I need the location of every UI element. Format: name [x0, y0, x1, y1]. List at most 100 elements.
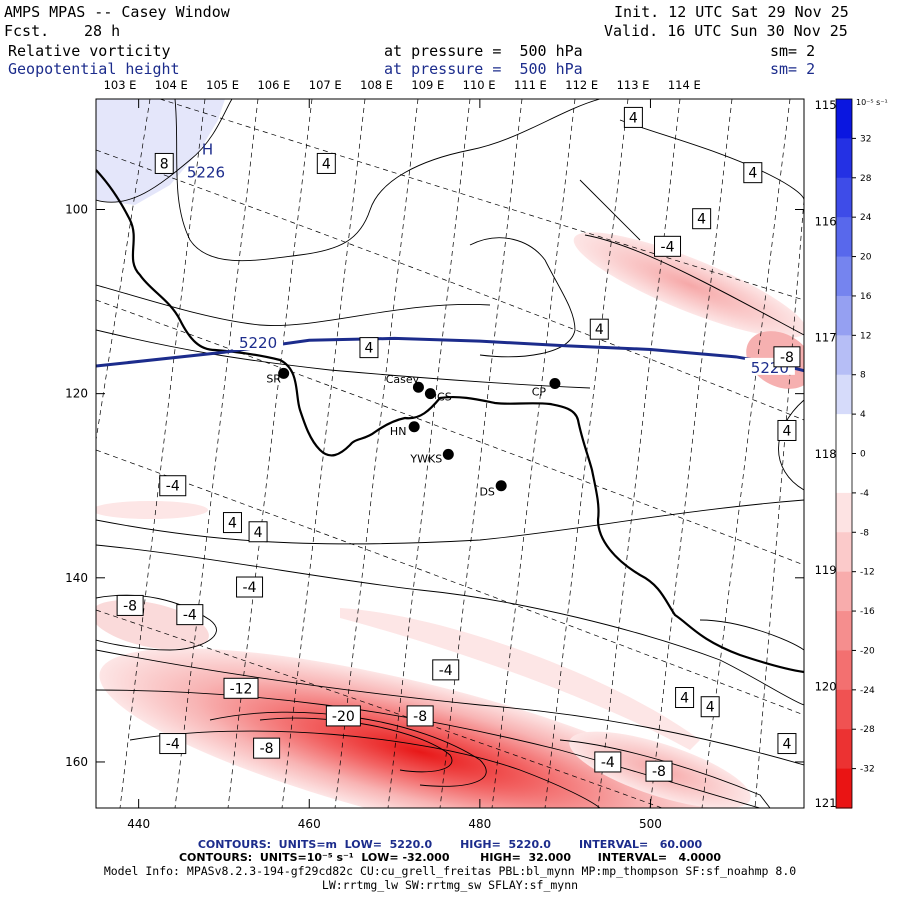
smoothing-height: sm= 2 — [770, 60, 816, 78]
colorbar-label: 8 — [860, 371, 866, 381]
contour-label-box — [743, 162, 763, 184]
colorbar-label: 4 — [860, 410, 866, 420]
y-tick-label: 140 — [65, 571, 88, 585]
colorbar-segment — [836, 414, 852, 455]
contour-label-text: -4 — [183, 608, 197, 624]
station-label: CS — [437, 391, 452, 404]
height-contour-5220 — [96, 336, 804, 373]
longitude-label: 109 E — [411, 78, 444, 92]
contour-label-text: 4 — [254, 525, 263, 541]
colorbar-label: 32 — [860, 134, 871, 144]
contour-label-text: 4 — [748, 166, 757, 182]
smoothing-vorticity: sm= 2 — [770, 42, 816, 60]
colorbar-segment — [836, 217, 852, 258]
contour-label-box — [159, 475, 187, 497]
contour-label: 4 — [777, 419, 797, 441]
contour-label-box — [223, 677, 259, 699]
negative-vorticity-area — [96, 501, 208, 519]
colorbar-segment — [836, 650, 852, 691]
height-label: 5220 — [239, 334, 277, 352]
contour-label: -4 — [159, 733, 187, 755]
vorticity-height-map: 103 E 104 E 105 E 106 E 107 E 108 E 109 E 110 E… — [65, 78, 888, 831]
contour-label-text: -20 — [332, 709, 355, 725]
height-label-bg — [233, 333, 284, 351]
contour-label-box — [432, 659, 460, 681]
station-label: Casey — [386, 373, 420, 386]
contour-label-box — [594, 751, 622, 773]
contour-label-box — [116, 594, 144, 616]
contour-label-text: -4 — [166, 737, 180, 753]
contour-label-text: -8 — [123, 598, 137, 614]
colorbar-segment — [836, 177, 852, 218]
contour-label: -8 — [253, 737, 281, 759]
longitude-label: 105 E — [206, 78, 239, 92]
longitude-label: 112 E — [565, 78, 598, 92]
high-center-mark: H — [202, 141, 213, 159]
contour-label-box — [645, 760, 673, 782]
y-tick-label: 100 — [65, 202, 88, 216]
contour-label: -4 — [176, 604, 204, 626]
contour-label-text: 4 — [595, 322, 604, 338]
station-dot — [278, 367, 290, 379]
colorbar-unit: 10⁻⁵ s⁻¹ — [856, 98, 888, 107]
colorbar-segment — [836, 256, 852, 297]
y-tick-label: 160 — [65, 755, 88, 769]
contour-label: 8 — [154, 152, 174, 174]
colorbar-segment — [836, 571, 852, 612]
forecast-hour: 28 h — [84, 22, 121, 40]
x-tick-label: 440 — [127, 817, 150, 831]
valid-time: Valid. 16 UTC Sun 30 Nov 25 — [604, 22, 848, 40]
colorbar-label: -32 — [860, 765, 875, 775]
station: YWKS — [409, 448, 454, 465]
contour-label: -8 — [406, 705, 434, 727]
colorbar-segment — [836, 138, 852, 179]
high-pressure-center: H 5226 — [187, 141, 225, 182]
contour-label: -4 — [236, 576, 264, 598]
contour-labels: 8 4 4 4 4 -4 4 4 -8 4 -4 4 4 -8 -4 -4 -4 -12 4 4 -20 -8 -4 -8 4 -… — [116, 106, 801, 782]
contour-label-text: -4 — [661, 239, 675, 255]
colorbar-segment — [836, 768, 852, 809]
contour-label-box — [222, 512, 242, 534]
field-vorticity: Relative vorticity — [8, 42, 171, 60]
contour-label-text: -8 — [780, 350, 794, 366]
x-tick-label: 460 — [298, 817, 321, 831]
height-contour-interval: INTERVAL= 60.000 — [578, 838, 703, 851]
contour-label-text: -4 — [166, 479, 180, 495]
station: Casey — [386, 373, 424, 393]
contour-label: 4 — [316, 152, 336, 174]
colorbar-segment — [836, 374, 852, 415]
contour-label: -4 — [159, 475, 187, 497]
colorbar: 32 28 24 20 16 12 8 4 0 -4 -8 -12 -16 -20 -24 -28 -32 10⁻… — [835, 98, 888, 809]
contour-label-box — [406, 705, 434, 727]
contour-label-box — [159, 733, 187, 755]
colorbar-label: -24 — [860, 686, 875, 696]
y-axis: 100 120 140 160 — [65, 202, 804, 769]
negative-vorticity-area — [99, 648, 741, 808]
colorbar-segment — [836, 729, 852, 770]
contour-label-box — [700, 696, 720, 718]
longitude-label: 103 E — [104, 78, 137, 92]
colorbar-segment — [836, 295, 852, 336]
coastline — [96, 169, 804, 674]
station-dot — [495, 480, 507, 492]
contour-label: 4 — [222, 512, 242, 534]
negative-vorticity-area — [340, 608, 700, 750]
height-contour-info: CONTOURS: UNITS=m LOW= 5220.0 HIGH= 5220… — [0, 838, 900, 851]
x-axis: 440 460 480 500 — [127, 99, 662, 831]
contour-label-text: 4 — [629, 110, 638, 126]
contour-label-text: 4 — [322, 156, 331, 172]
model-info: Model Info: MPASv8.2.3-194-gf29cd82c CU:… — [103, 864, 797, 878]
field-height: Geopotential height — [8, 60, 180, 78]
longitude-label: 108 E — [360, 78, 393, 92]
contour-label-text: -8 — [260, 741, 274, 757]
station-dot — [424, 388, 436, 400]
vorticity-contour-info: CONTOURS: UNITS=10⁻⁵ s⁻¹ LOW= -32.000 HI… — [0, 851, 900, 864]
vorticity-contour-text: CONTOURS: UNITS=10⁻⁵ s⁻¹ LOW= -32.000 HI… — [178, 851, 722, 864]
contour-label: -12 — [223, 677, 259, 699]
contour-label: -20 — [325, 705, 361, 727]
contour-label: 4 — [692, 208, 712, 230]
station-label: HN — [390, 425, 407, 438]
vorticity-shading — [96, 99, 804, 808]
colorbar-segment — [836, 532, 852, 573]
contour-label-box — [777, 733, 797, 755]
